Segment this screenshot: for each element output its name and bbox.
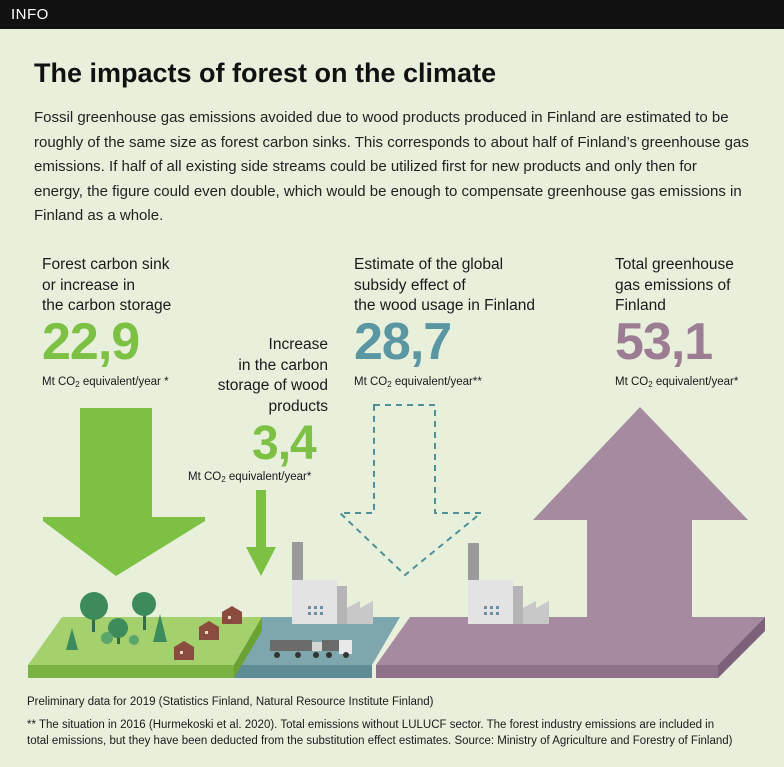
houses xyxy=(174,606,242,660)
forest-sink-unit: Mt CO2 equivalent/year * xyxy=(42,376,169,389)
substitution-arrow xyxy=(337,404,484,577)
page-title: The impacts of forest on the climate xyxy=(34,58,497,88)
emissions-arrow xyxy=(533,407,748,622)
substitution-value: 28,7 xyxy=(354,313,452,371)
intro-paragraph: Fossil greenhouse gas emissions avoided … xyxy=(34,109,749,224)
emissions-platform-edge xyxy=(376,665,718,678)
info-tag: INFO xyxy=(11,6,49,23)
total-emissions-unit: Mt CO2 equivalent/year* xyxy=(615,376,739,389)
factory-left xyxy=(292,542,373,624)
header-bar: INFO xyxy=(0,0,784,29)
forest-sink-label: Forest carbon sink or increase in the ca… xyxy=(42,256,172,314)
wood-products-unit: Mt CO2 equivalent/year* xyxy=(188,471,312,484)
emissions-platform xyxy=(376,617,765,665)
substitution-unit: Mt CO2 equivalent/year** xyxy=(354,376,482,389)
footnote-preliminary: Preliminary data for 2019 (Statistics Fi… xyxy=(27,696,434,708)
total-emissions-value: 53,1 xyxy=(615,313,713,371)
forest-sink-arrow xyxy=(43,408,205,576)
footnote-sources-2: total emissions, but they have been dedu… xyxy=(27,735,733,747)
wood-products-value: 3,4 xyxy=(252,417,317,470)
forest-sink-value: 22,9 xyxy=(42,313,140,371)
wood-products-arrow xyxy=(246,490,276,576)
total-emissions-label: Total greenhouse gas emissions of Finlan… xyxy=(615,256,734,314)
substitution-label: Estimate of the global subsidy effect of… xyxy=(354,256,535,314)
trees xyxy=(66,592,167,650)
wood-products-label: Increase in the carbon storage of wood p… xyxy=(217,336,328,415)
log-trucks xyxy=(270,640,352,658)
footnote-sources-1: ** The situation in 2016 (Hurmekoski et … xyxy=(27,719,715,731)
factory-right xyxy=(468,543,549,624)
